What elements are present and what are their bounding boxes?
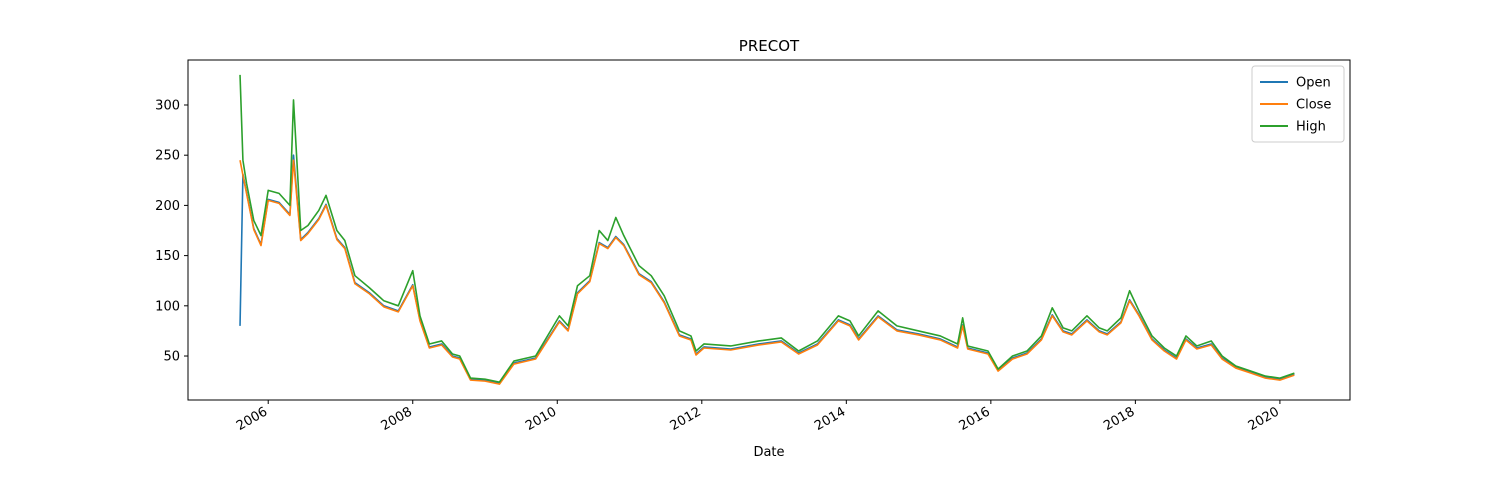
y-tick-label: 150 — [155, 249, 180, 264]
legend-label: Open — [1296, 76, 1331, 91]
y-tick-label: 50 — [163, 350, 180, 365]
x-axis-label: Date — [753, 445, 784, 460]
y-tick-label: 250 — [155, 149, 180, 164]
y-tick-label: 100 — [155, 299, 180, 314]
chart-title: PRECOT — [739, 37, 800, 55]
legend-label: High — [1296, 120, 1326, 135]
y-tick-label: 200 — [155, 199, 180, 214]
legend-box — [1251, 65, 1345, 143]
legend-label: Close — [1296, 98, 1331, 113]
y-tick-label: 300 — [155, 98, 180, 113]
series-line — [239, 159, 1295, 385]
series-line — [239, 74, 1295, 383]
axes-frame — [187, 59, 1351, 401]
